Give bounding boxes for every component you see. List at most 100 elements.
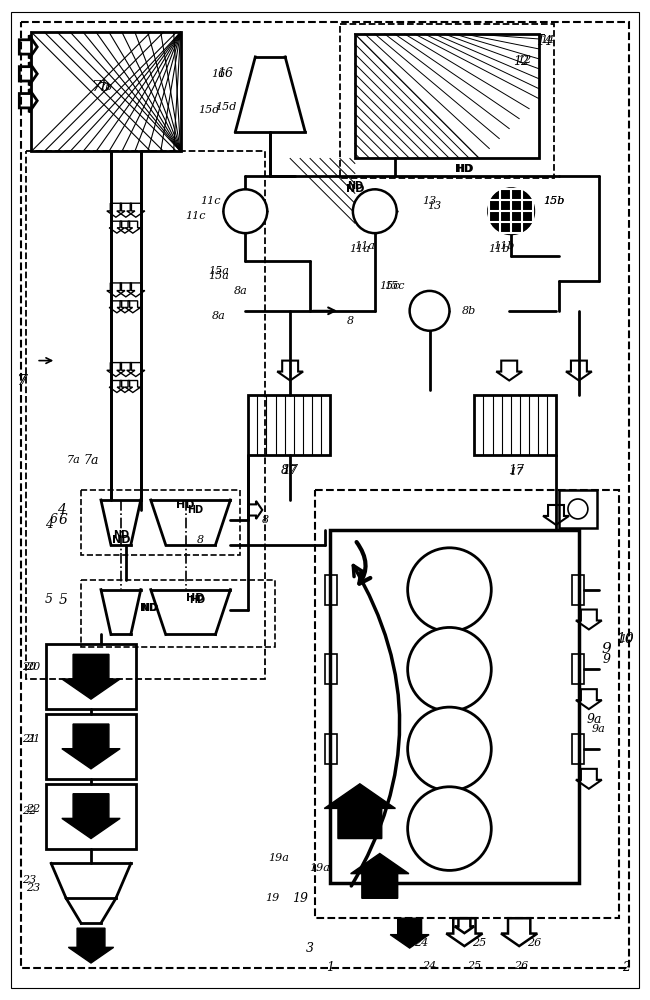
Text: 25: 25 (467, 961, 482, 971)
Text: 15d: 15d (198, 105, 219, 115)
Bar (474, 395, 556, 455)
Text: 19a: 19a (309, 863, 330, 873)
Bar (46, 784, 136, 849)
Text: 6: 6 (49, 513, 57, 526)
Text: 5: 5 (46, 593, 53, 606)
Text: HD: HD (176, 500, 195, 510)
Text: 9a: 9a (592, 724, 606, 734)
Text: HD: HD (187, 505, 203, 515)
Circle shape (408, 787, 491, 870)
Text: 20: 20 (22, 662, 36, 672)
Text: 21: 21 (22, 734, 36, 744)
Text: 21: 21 (26, 734, 40, 744)
Polygon shape (62, 724, 120, 769)
Bar (559, 490, 597, 528)
Circle shape (353, 189, 396, 233)
Polygon shape (62, 654, 120, 699)
Polygon shape (235, 57, 305, 132)
Text: 17: 17 (509, 467, 523, 477)
Text: 26: 26 (514, 961, 528, 971)
Text: 7: 7 (20, 374, 27, 387)
Text: 10: 10 (616, 632, 634, 646)
Polygon shape (101, 590, 141, 634)
Text: 15a: 15a (208, 271, 229, 281)
Text: 8: 8 (281, 464, 289, 477)
Bar (572, 654, 584, 684)
Text: 24: 24 (415, 938, 429, 948)
Polygon shape (350, 853, 409, 898)
Text: 15b: 15b (543, 196, 565, 206)
Text: 8a: 8a (212, 311, 226, 321)
Text: 4: 4 (46, 518, 53, 531)
Text: 22: 22 (26, 804, 40, 814)
Bar (31, 32, 181, 151)
Text: 8: 8 (197, 535, 204, 545)
Text: 12: 12 (517, 55, 531, 65)
Text: 8: 8 (346, 316, 354, 326)
Polygon shape (66, 898, 116, 923)
Polygon shape (390, 918, 429, 948)
Text: 7b: 7b (91, 80, 111, 94)
Text: 16: 16 (211, 69, 226, 79)
Text: HD: HD (190, 595, 205, 605)
Text: 20: 20 (26, 662, 40, 672)
Text: 24: 24 (422, 961, 437, 971)
Circle shape (224, 189, 267, 233)
Text: 11c: 11c (185, 211, 206, 221)
Bar (325, 654, 337, 684)
Text: 15b: 15b (543, 196, 565, 206)
Text: 7: 7 (16, 374, 26, 388)
Text: 10: 10 (619, 634, 634, 644)
Text: 9: 9 (603, 653, 611, 666)
Text: 19a: 19a (268, 853, 289, 863)
Text: 23: 23 (22, 875, 36, 885)
Text: 11a: 11a (350, 244, 370, 254)
Text: 13: 13 (428, 201, 441, 211)
Bar (46, 644, 136, 709)
Polygon shape (489, 189, 533, 233)
Polygon shape (324, 784, 395, 839)
Bar (355, 34, 539, 158)
Text: 17: 17 (282, 465, 296, 475)
Text: 15a: 15a (208, 266, 229, 276)
Text: 13: 13 (422, 196, 437, 206)
Text: 11a: 11a (354, 241, 375, 251)
Text: 7a: 7a (83, 454, 99, 467)
Circle shape (408, 627, 491, 711)
Circle shape (408, 548, 491, 631)
Text: ND: ND (113, 530, 129, 540)
Text: 15c: 15c (384, 281, 405, 291)
Text: HD: HD (456, 164, 473, 174)
Text: 17: 17 (282, 464, 298, 477)
Text: 11c: 11c (200, 196, 221, 206)
Polygon shape (51, 863, 131, 898)
Text: 25: 25 (472, 938, 486, 948)
Text: 7b: 7b (99, 82, 113, 92)
Text: 15d: 15d (214, 102, 236, 112)
Text: 15c: 15c (380, 281, 400, 291)
Text: 1: 1 (326, 961, 334, 974)
Text: 11b: 11b (489, 244, 510, 254)
Text: 8b: 8b (462, 306, 476, 316)
Text: ND: ND (346, 184, 364, 194)
Circle shape (410, 291, 449, 331)
Text: 12: 12 (513, 55, 529, 68)
Text: 26: 26 (527, 938, 541, 948)
Polygon shape (151, 500, 230, 545)
Text: 19: 19 (265, 893, 280, 903)
Text: 3: 3 (306, 942, 314, 955)
Bar (325, 575, 337, 605)
Text: 9a: 9a (586, 713, 602, 726)
Text: ND: ND (140, 603, 158, 613)
Polygon shape (151, 590, 230, 634)
Circle shape (408, 707, 491, 791)
Text: 14: 14 (536, 35, 552, 48)
Text: 16: 16 (218, 67, 233, 80)
Text: 9: 9 (602, 642, 612, 656)
Polygon shape (489, 189, 533, 233)
Bar (572, 575, 584, 605)
Polygon shape (68, 928, 114, 963)
Text: 5: 5 (58, 593, 68, 607)
Text: ND: ND (347, 181, 363, 191)
Text: ND: ND (112, 535, 130, 545)
